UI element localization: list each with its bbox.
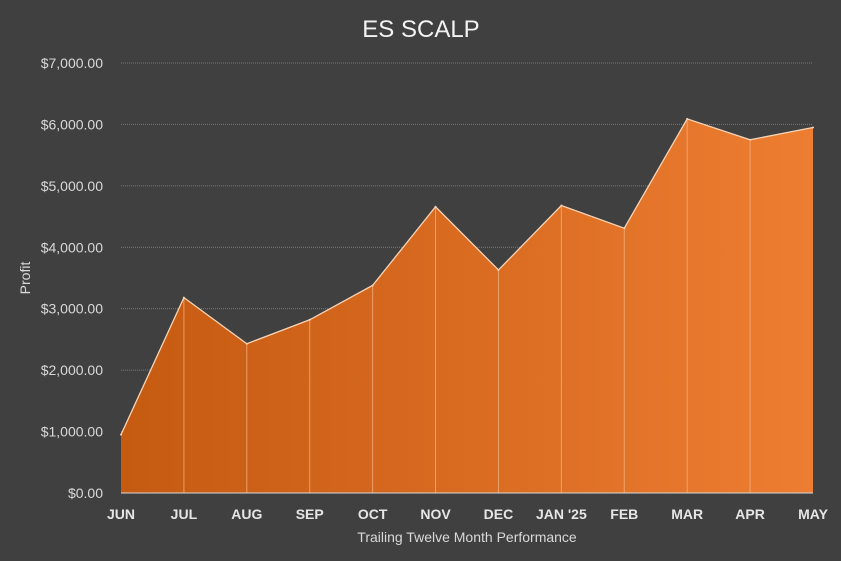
data-point <box>371 284 374 287</box>
x-tick-label: FEB <box>610 506 638 522</box>
x-tick-label: SEP <box>296 506 324 522</box>
y-axis-ticks: $0.00 $1,000.00 $2,000.00 $3,000.00 $4,000.0… <box>41 55 103 501</box>
data-point <box>308 318 311 321</box>
data-area <box>120 117 814 494</box>
series-line <box>120 118 814 435</box>
x-axis-ticks: JUN JUL AUG SEP OCT NOV DEC JAN '25 FEB MAR APR MAY <box>107 506 829 522</box>
x-tick-label: OCT <box>358 506 388 522</box>
y-tick-label: $0.00 <box>68 485 103 501</box>
x-tick-label: DEC <box>484 506 514 522</box>
y-tick-label: $3,000.00 <box>41 301 103 317</box>
y-tick-label: $6,000.00 <box>41 116 103 132</box>
y-tick-label: $5,000.00 <box>41 178 103 194</box>
data-point <box>623 227 626 230</box>
data-point <box>749 138 752 141</box>
x-tick-label: JUL <box>171 506 198 522</box>
x-tick-label: APR <box>735 506 765 522</box>
y-tick-label: $4,000.00 <box>41 239 103 255</box>
data-point <box>434 205 437 208</box>
data-point <box>686 117 689 120</box>
data-point <box>560 204 563 207</box>
x-tick-label: MAY <box>798 506 828 522</box>
x-tick-label: JUN <box>107 506 135 522</box>
data-point <box>182 296 185 299</box>
area-fill <box>121 118 813 494</box>
data-point <box>497 269 500 272</box>
y-tick-label: $7,000.00 <box>41 55 103 71</box>
x-tick-label: MAR <box>671 506 703 522</box>
data-point <box>812 126 814 129</box>
data-point <box>245 342 248 345</box>
x-axis-label: Trailing Twelve Month Performance <box>357 529 577 545</box>
y-tick-label: $1,000.00 <box>41 424 103 440</box>
x-tick-label: AUG <box>231 506 262 522</box>
x-tick-label: NOV <box>420 506 451 522</box>
data-point <box>120 433 122 436</box>
y-axis-label: Profit <box>17 262 33 295</box>
chart-title: ES SCALP <box>362 16 479 43</box>
y-tick-label: $2,000.00 <box>41 362 103 378</box>
x-tick-label: JAN '25 <box>536 506 587 522</box>
